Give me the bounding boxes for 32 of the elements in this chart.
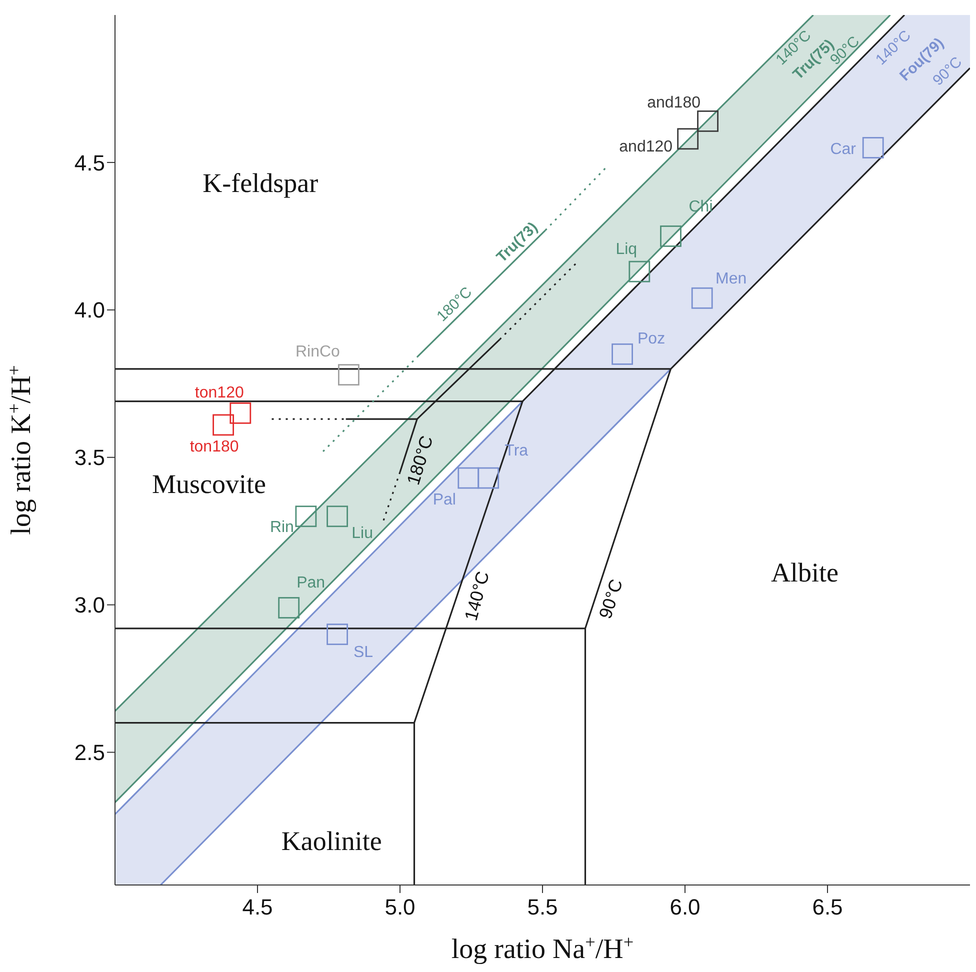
y-tick-label: 3.5 (74, 445, 105, 470)
series-label: Rin (270, 518, 294, 536)
x-tick-label: 6.0 (670, 894, 700, 920)
y-tick-label: 4.0 (74, 298, 105, 323)
x-tick-label: 5.5 (527, 894, 558, 920)
x-tick-label: 4.5 (242, 894, 273, 920)
annotation: 90°C (595, 576, 627, 622)
series-label: and180 (647, 94, 701, 112)
y-tick-label: 3.0 (74, 592, 105, 618)
y-tick-label: 2.5 (74, 740, 105, 766)
series-label: and120 (619, 138, 673, 156)
x-tick-label: 6.5 (812, 894, 843, 920)
x-axis-title: log ratio Na$^{+}$/H$^{+}$ (451, 932, 634, 965)
series-label: SL (354, 644, 374, 661)
annotation: 180°C (403, 433, 437, 488)
series-label: Liu (352, 524, 373, 542)
series-label: Car (830, 141, 857, 158)
series-label: RinCo (295, 343, 340, 360)
annotation: Muscovite (152, 468, 266, 499)
annotation: Albite (770, 557, 838, 588)
series-label: Pan (296, 574, 326, 592)
series-label: ton120 (194, 384, 244, 402)
annotation: Kaolinite (281, 826, 382, 856)
x-tick-label: 5.0 (384, 894, 416, 920)
series-label: Pal (432, 492, 456, 509)
series-label: Men (716, 270, 747, 288)
y-tick-label: 4.5 (74, 150, 105, 176)
annotation: K-feldspar (202, 168, 318, 198)
annotation: 140°C (460, 569, 494, 623)
series-label: ton180 (190, 438, 239, 456)
series-label: Poz (638, 330, 666, 348)
series-label: Liq (616, 241, 638, 258)
